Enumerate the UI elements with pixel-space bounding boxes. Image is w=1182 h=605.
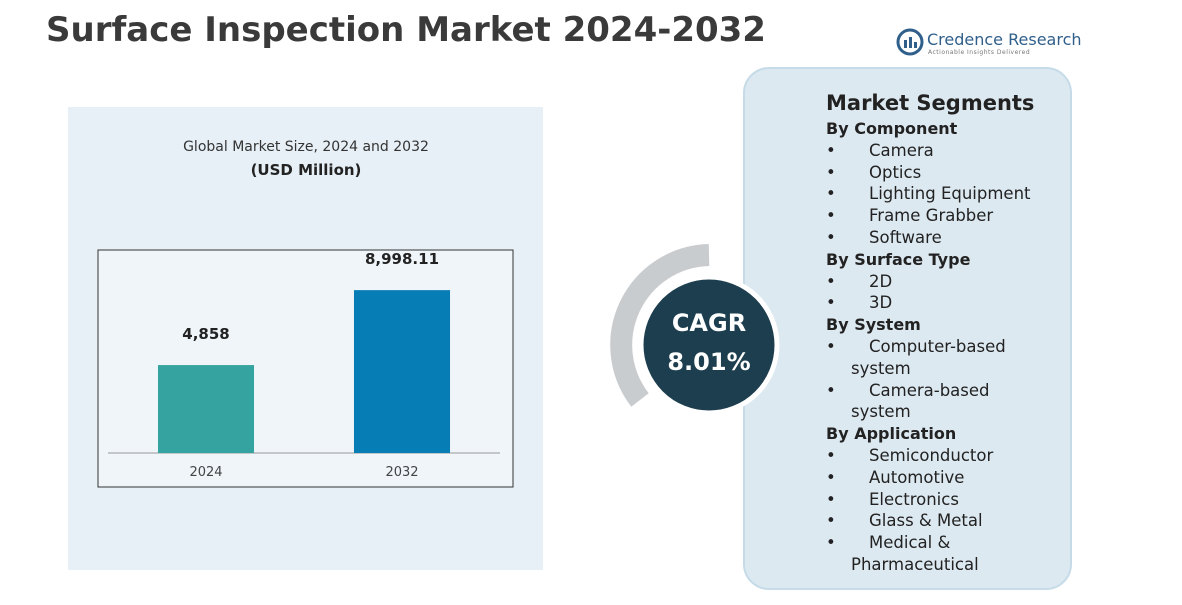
segment-item: • 3D (826, 292, 1041, 314)
bullet: • (826, 380, 836, 400)
bullet: • (826, 293, 836, 313)
page-title: Surface Inspection Market 2024-2032 (46, 10, 766, 50)
segment-item-text: Electronics (869, 489, 959, 509)
segment-group: By Component (826, 119, 958, 138)
x-tick-label: 2032 (385, 465, 418, 480)
bullet: • (826, 184, 836, 204)
bullet: • (826, 533, 836, 553)
segment-item: • Frame Grabber (826, 205, 1041, 227)
bar (353, 290, 451, 453)
segment-item: • Computer-based system (826, 336, 1041, 380)
cagr-label: CAGR (672, 309, 746, 337)
cagr-ring (610, 244, 710, 407)
x-tick-label: 2024 (189, 465, 222, 480)
value-label: 4,858 (182, 325, 229, 343)
segment-item: • Semiconductor (826, 445, 1041, 467)
bullet: • (826, 489, 836, 509)
bullet: • (826, 467, 836, 487)
bar (157, 365, 255, 453)
segment-item-text: Automotive (869, 467, 965, 487)
segment-item: • Camera (826, 140, 1041, 162)
chart-subtitle: (USD Million) (251, 161, 362, 179)
segment-item-text: Computer-based system (851, 336, 1006, 378)
segments-panel (743, 67, 1072, 590)
segment-item: • 2D (826, 271, 1041, 293)
segment-item-text: 3D (869, 293, 893, 313)
segment-item-text: Glass & Metal (869, 511, 983, 531)
bullet: • (826, 206, 836, 226)
bullet: • (826, 445, 836, 465)
tagline: Actionable Insights Delivered (928, 49, 1031, 56)
segment-item: • Glass & Metal (826, 510, 1041, 532)
segment-item-text: 2D (869, 271, 893, 291)
bullet: • (826, 140, 836, 160)
segment-item: • Optics (826, 162, 1041, 184)
segment-item-text: Camera (869, 140, 934, 160)
segment-group: By System (826, 315, 921, 335)
segment-item-text: Optics (869, 162, 922, 182)
segment-item: • Lighting Equipment (826, 183, 1041, 205)
bullet: • (826, 271, 836, 291)
segments-title: Market Segments (826, 91, 1035, 115)
segment-item: • Automotive (826, 467, 1041, 489)
segment-group: By Surface Type (826, 249, 971, 269)
segment-item-text: Lighting Equipment (869, 184, 1031, 204)
chart-title: Global Market Size, 2024 and 2032 (183, 139, 429, 155)
bullet: • (826, 336, 836, 356)
segment-item-text: Semiconductor (869, 445, 994, 465)
bullet: • (826, 162, 836, 182)
segment-item: • Medical & Pharmaceutical (826, 532, 1041, 576)
segments: Market Segments By Component • Camera • Optic… (826, 88, 1041, 576)
segment-item: • Camera-based system (826, 380, 1041, 424)
segment-group: By Application (826, 424, 957, 444)
segment-item: • Software (826, 227, 1041, 249)
segment-item: • Electronics (826, 489, 1041, 511)
cagr-value: 8.01% (667, 348, 750, 376)
brand: Credence Research (927, 30, 1082, 49)
bullet: • (826, 511, 836, 531)
segment-item-text: Medical & Pharmaceutical (851, 533, 979, 574)
chart-panel (68, 107, 543, 570)
segment-item-text: Software (869, 227, 942, 247)
logo-icon (896, 28, 924, 56)
value-label: 8,998.11 (365, 250, 439, 268)
cagr-circle (638, 274, 780, 416)
segment-item-text: Frame Grabber (869, 206, 994, 226)
bullet: • (826, 227, 836, 247)
segment-item-text: Camera-based system (851, 380, 990, 422)
